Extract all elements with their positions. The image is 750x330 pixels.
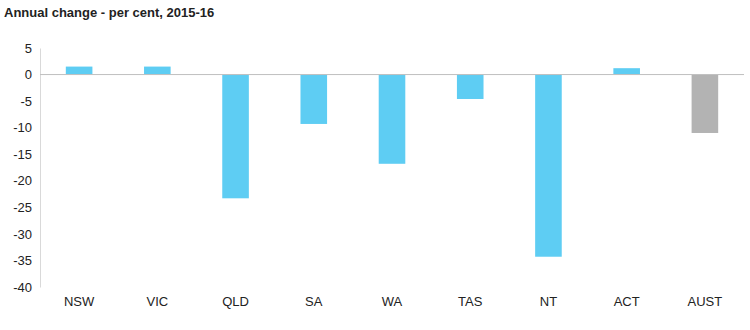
bar	[222, 75, 249, 199]
x-tick: AUST	[688, 294, 723, 309]
x-tick: ACT	[614, 294, 640, 309]
bar	[379, 75, 406, 164]
y-tick: 5	[25, 41, 40, 56]
bar	[613, 68, 640, 74]
x-axis: NSW VIC QLD SA WA TAS NT ACT AUST	[64, 294, 722, 309]
bar	[535, 75, 562, 257]
y-tick-label: -10	[13, 120, 32, 135]
x-tick-label: VIC	[146, 294, 168, 309]
chart-svg: Annual change - per cent, 2015-16 5 0 -5 -10…	[0, 0, 750, 330]
y-tick-label: 0	[25, 67, 32, 82]
x-tick-label: NT	[540, 294, 557, 309]
y-tick-label: -40	[13, 280, 32, 295]
x-tick-label: AUST	[688, 294, 723, 309]
bar	[300, 75, 327, 124]
y-tick-label: -25	[13, 200, 32, 215]
x-tick: NT	[540, 294, 557, 309]
y-tick: -20	[13, 173, 40, 188]
y-tick: -40	[13, 280, 40, 295]
bars	[66, 67, 718, 257]
y-tick: -5	[20, 94, 40, 109]
y-tick-label: -20	[13, 173, 32, 188]
x-tick-label: QLD	[222, 294, 249, 309]
x-tick: QLD	[222, 294, 249, 309]
chart-title: Annual change - per cent, 2015-16	[4, 5, 214, 20]
y-tick-label: -15	[13, 147, 32, 162]
x-tick-label: ACT	[614, 294, 640, 309]
bar	[144, 67, 171, 75]
x-tick-label: TAS	[458, 294, 483, 309]
chart-container: Annual change - per cent, 2015-16 5 0 -5 -10…	[0, 0, 750, 330]
x-tick: WA	[382, 294, 403, 309]
x-tick: TAS	[458, 294, 483, 309]
x-tick-label: SA	[305, 294, 323, 309]
x-tick: SA	[305, 294, 323, 309]
y-tick-label: 5	[25, 41, 32, 56]
x-tick-label: WA	[382, 294, 403, 309]
y-axis: 5 0 -5 -10 -15 -20 -25 -30 -35 -40	[13, 41, 40, 295]
bar	[457, 75, 484, 99]
y-tick: -15	[13, 147, 40, 162]
bar	[692, 75, 719, 133]
y-axis-line	[40, 49, 41, 288]
zero-line	[40, 74, 744, 75]
plot: 5 0 -5 -10 -15 -20 -25 -30 -35 -40 NSW VIC QLD SA WA TA…	[13, 41, 744, 310]
y-tick: 0	[25, 67, 40, 82]
y-tick: -25	[13, 200, 40, 215]
y-tick: -10	[13, 120, 40, 135]
y-tick-label: -5	[20, 94, 32, 109]
x-tick-label: NSW	[64, 294, 95, 309]
y-tick-label: -35	[13, 253, 32, 268]
x-tick: VIC	[146, 294, 168, 309]
bar	[66, 67, 93, 75]
x-tick: NSW	[64, 294, 95, 309]
y-tick: -30	[13, 227, 40, 242]
y-tick: -35	[13, 253, 40, 268]
y-tick-label: -30	[13, 227, 32, 242]
